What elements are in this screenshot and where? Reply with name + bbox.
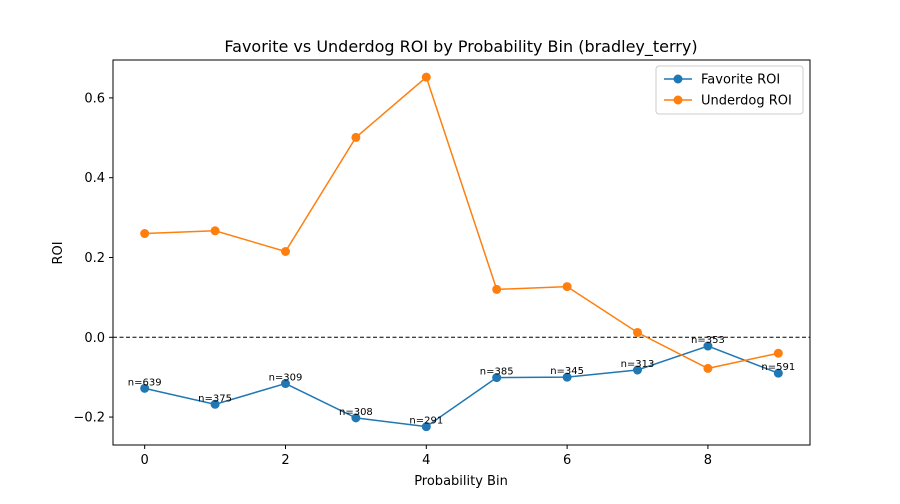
y-tick-label: 0.0 <box>84 331 105 346</box>
y-axis-label: ROI <box>51 241 66 264</box>
data-point-underdog <box>633 327 643 337</box>
data-point-underdog <box>703 363 713 373</box>
data-point-favorite <box>633 365 643 375</box>
legend-marker-underdog <box>673 95 683 105</box>
data-point-favorite <box>703 341 713 351</box>
data-point-favorite <box>773 368 783 378</box>
sample-size-label: n=291 <box>409 416 443 427</box>
data-point-favorite <box>140 383 150 393</box>
x-tick-label: 8 <box>704 453 712 468</box>
legend-label-favorite: Favorite ROI <box>701 73 780 88</box>
data-point-favorite <box>492 373 502 383</box>
y-tick-label: 0.4 <box>84 171 105 186</box>
x-tick-label: 4 <box>422 453 430 468</box>
data-point-favorite <box>351 413 361 423</box>
x-tick-label: 2 <box>281 453 289 468</box>
x-tick-label: 6 <box>563 453 571 468</box>
plot-frame <box>112 59 811 446</box>
data-point-underdog <box>140 229 150 239</box>
data-point-favorite <box>280 379 290 389</box>
x-axis-label: Probability Bin <box>414 474 508 489</box>
series-line-underdog <box>144 75 779 370</box>
y-tick-label: −0.2 <box>73 411 105 426</box>
data-point-underdog <box>280 247 290 257</box>
data-point-underdog <box>562 282 572 292</box>
legend-marker-favorite <box>673 74 683 84</box>
data-point-underdog <box>773 348 783 358</box>
y-tick-label: 0.2 <box>84 251 105 266</box>
sample-size-label: n=309 <box>269 373 303 384</box>
sample-size-label: n=639 <box>128 377 162 388</box>
sample-size-label: n=591 <box>761 362 795 373</box>
series-line-favorite <box>144 345 779 428</box>
data-point-underdog <box>210 226 220 236</box>
sample-size-label: n=353 <box>691 335 725 346</box>
legend: Favorite ROI Underdog ROI <box>655 65 804 115</box>
sample-size-label: n=385 <box>480 367 514 378</box>
data-point-favorite <box>210 399 220 409</box>
y-axis-ticks: −0.2 0.0 0.2 0.4 0.6 <box>73 91 113 426</box>
data-point-favorite <box>421 422 431 432</box>
legend-box <box>655 65 804 115</box>
sample-size-label: n=375 <box>198 393 232 404</box>
data-point-underdog <box>492 284 502 294</box>
x-axis-ticks: 0 2 4 6 8 <box>141 445 712 468</box>
legend-label-underdog: Underdog ROI <box>701 94 792 109</box>
plot-area: n=639 n=375 n=309 n=308 n=291 n=385 n=345 n=313… <box>112 59 811 446</box>
chart-title: Favorite vs Underdog ROI by Probability … <box>224 37 697 57</box>
data-point-favorite <box>562 372 572 382</box>
sample-size-label: n=308 <box>339 407 373 418</box>
sample-size-label: n=345 <box>550 366 584 377</box>
data-point-underdog <box>351 132 361 142</box>
y-tick-label: 0.6 <box>84 91 105 106</box>
sample-size-label: n=313 <box>621 359 655 370</box>
x-tick-label: 0 <box>141 453 149 468</box>
data-point-underdog <box>421 72 431 82</box>
